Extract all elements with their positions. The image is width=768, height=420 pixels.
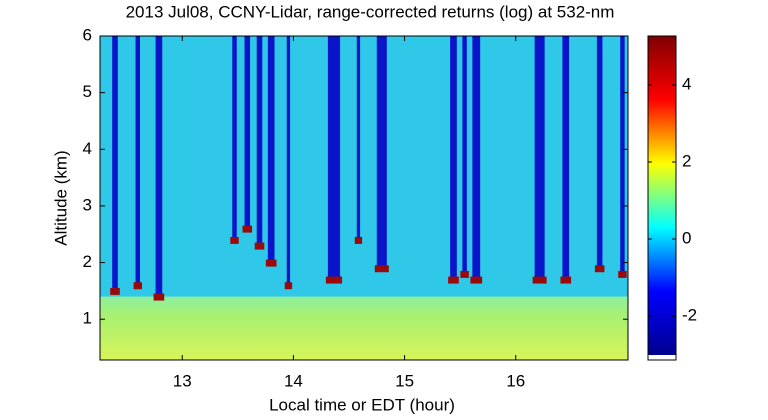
attenuated-column — [596, 36, 603, 269]
colorbar — [648, 36, 676, 355]
plot-frame — [99, 35, 629, 361]
cloud-base — [110, 287, 120, 295]
y-tick-label: 5 — [83, 82, 92, 101]
cloud-base — [284, 282, 293, 290]
cloud-base — [133, 282, 143, 290]
y-axis-label: Altitude (km) — [51, 150, 70, 245]
cloud-base — [532, 276, 547, 284]
attenuated-column — [356, 36, 361, 240]
cloud-base — [254, 242, 265, 250]
x-tick-label: 16 — [506, 371, 525, 390]
y-tick-label: 2 — [83, 252, 92, 271]
cloud-base — [460, 270, 469, 278]
cloud-base — [265, 259, 277, 267]
cloud-base — [470, 276, 483, 284]
cloud-base — [325, 276, 343, 284]
attenuated-column — [472, 36, 481, 280]
attenuated-column — [232, 36, 237, 240]
colorbar-tick-label: 4 — [682, 74, 691, 93]
cloud-base — [242, 225, 253, 233]
y-tick-label: 1 — [83, 309, 92, 328]
colorbar-tick-label: 2 — [682, 151, 691, 170]
x-tick-label: 15 — [395, 371, 414, 390]
y-tick-label: 3 — [83, 195, 92, 214]
attenuated-column — [462, 36, 467, 274]
attenuated-column — [286, 36, 291, 286]
cloud-base — [354, 236, 363, 244]
y-tick-label: 4 — [83, 139, 92, 158]
attenuated-column — [135, 36, 141, 286]
colorbar-frame — [647, 35, 677, 361]
cloud-base — [230, 236, 239, 244]
attenuated-column — [155, 36, 163, 297]
attenuated-column — [562, 36, 570, 280]
attenuated-column — [244, 36, 251, 229]
cloud-base — [153, 293, 165, 301]
cloud-base — [594, 265, 605, 273]
attenuated-column — [620, 36, 625, 274]
attenuated-column — [256, 36, 263, 246]
boundary-layer — [100, 296, 628, 360]
cloud-base — [448, 276, 459, 284]
attenuated-column — [450, 36, 457, 280]
attenuated-column — [112, 36, 118, 291]
attenuated-column — [267, 36, 275, 263]
colorbar-tick-label: 0 — [682, 229, 691, 248]
cloud-base — [560, 276, 572, 284]
cloud-base — [618, 270, 627, 278]
attenuated-column — [327, 36, 341, 280]
y-tick-label: 6 — [83, 25, 92, 44]
x-tick-label: 14 — [284, 371, 303, 390]
cloud-base — [374, 265, 389, 273]
attenuated-column — [376, 36, 387, 269]
x-tick-label: 13 — [173, 371, 192, 390]
chart-title: 2013 Jul08, CCNY-Lidar, range-corrected … — [126, 2, 615, 21]
x-axis-label: Local time or EDT (hour) — [269, 395, 455, 414]
colorbar-tick-label: -2 — [682, 306, 697, 325]
attenuated-column — [534, 36, 545, 280]
